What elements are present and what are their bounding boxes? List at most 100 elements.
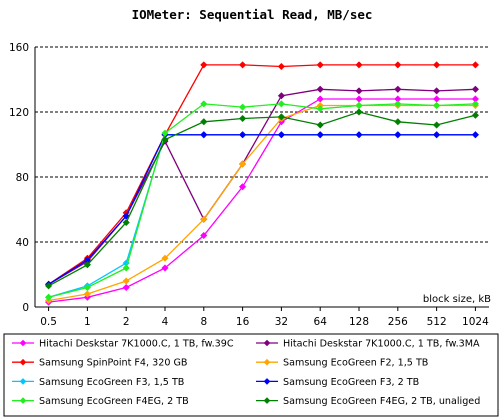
series-2 [44, 85, 480, 288]
legend-item: Samsung EcoGreen F4EG, 2 TB [12, 396, 189, 407]
data-point [277, 92, 286, 100]
legend-label: Samsung EcoGreen F2, 1,5 TB [283, 358, 428, 369]
data-point [200, 215, 208, 223]
data-point [355, 131, 363, 139]
series-3 [44, 61, 480, 288]
legend-label: Hitachi Deskstar 7K1000.C, 1 TB, fw.39C [39, 339, 234, 350]
x-tick-label: 8 [200, 316, 207, 328]
y-tick-label: 80 [16, 172, 29, 184]
series-1 [44, 95, 480, 306]
data-point [316, 131, 324, 139]
data-point [238, 61, 247, 69]
legend-label: Samsung SpinPoint F4, 320 GB [39, 358, 188, 369]
x-tick-label: 16 [236, 316, 250, 328]
data-point [200, 231, 208, 240]
data-point [238, 131, 247, 139]
data-point [316, 95, 324, 103]
series-line [48, 111, 476, 287]
data-point [394, 61, 402, 69]
data-point [471, 85, 480, 93]
legend-box [3, 333, 499, 417]
x-tick-label: 64 [314, 316, 328, 328]
data-point [316, 85, 324, 93]
x-axis-label: block size, kB [423, 294, 491, 305]
data-point [316, 121, 324, 129]
series-7 [44, 100, 480, 301]
data-point [394, 118, 402, 126]
y-axis: 0 40 80 120 160 [9, 42, 36, 314]
data-point [432, 101, 441, 110]
data-point [238, 183, 247, 191]
legend-label: Samsung EcoGreen F3, 1,5 TB [39, 377, 184, 388]
data-point [277, 131, 286, 139]
data-point [277, 62, 286, 71]
data-point [83, 261, 92, 269]
data-point [200, 61, 208, 69]
y-tick-label: 120 [9, 107, 29, 119]
chart-title: IOMeter: Sequential Read, MB/sec [132, 7, 373, 22]
x-tick-label: 1 [84, 316, 91, 328]
series-line [48, 103, 476, 298]
legend-label: Samsung EcoGreen F4EG, 2 TB [39, 396, 189, 407]
data-point [44, 282, 53, 290]
data-point [122, 283, 130, 292]
data-point [238, 160, 247, 168]
legend-swatch-marker [263, 397, 271, 404]
series-layer [44, 61, 480, 306]
x-tick-label: 256 [388, 316, 408, 328]
data-point [316, 61, 324, 69]
data-point [355, 101, 363, 110]
data-point [394, 100, 402, 108]
x-tick-label: 0.5 [40, 316, 57, 328]
data-point [471, 61, 480, 69]
legend-item: Samsung EcoGreen F3, 1,5 TB [12, 377, 184, 388]
legend-swatch-marker [19, 339, 27, 347]
legend-label: Samsung EcoGreen F4EG, 2 TB, unaliged [283, 396, 480, 407]
y-tick-label: 160 [9, 42, 29, 54]
legend-item: Samsung EcoGreen F4EG, 2 TB, unaliged [256, 396, 480, 407]
grid [35, 46, 489, 243]
data-point [355, 87, 363, 95]
legend-swatch-marker [263, 378, 271, 385]
data-point [277, 113, 286, 121]
series-5 [44, 131, 480, 301]
data-point [432, 87, 441, 95]
legend-label: Hitachi Deskstar 7K1000.C, 1 TB, fw.3MA [283, 339, 480, 350]
data-point [161, 264, 169, 272]
data-point [355, 95, 363, 103]
data-point [44, 293, 53, 301]
series-line [48, 88, 476, 285]
legend-item: Samsung EcoGreen F2, 1,5 TB [256, 358, 428, 369]
data-point [277, 100, 286, 108]
x-tick-label: 1024 [462, 316, 489, 328]
data-point [238, 114, 247, 123]
series-line [48, 134, 476, 285]
data-point [122, 277, 130, 285]
data-point [394, 85, 402, 93]
data-point [122, 218, 130, 227]
data-point [161, 254, 169, 262]
legend-label: Samsung EcoGreen F3, 2 TB [283, 377, 419, 388]
x-tick-label: 4 [162, 316, 169, 328]
series-4 [44, 101, 480, 305]
data-point [432, 61, 441, 69]
data-point [316, 105, 324, 113]
legend-swatch-marker [19, 378, 27, 385]
data-point [432, 121, 441, 129]
data-point [394, 131, 402, 139]
legend-item: Samsung SpinPoint F4, 320 GB [12, 358, 188, 369]
series-line [48, 134, 476, 298]
data-point [238, 103, 247, 111]
data-point [471, 111, 480, 119]
data-point [83, 290, 92, 298]
legend-swatch-marker [263, 358, 271, 366]
y-tick-label: 0 [22, 302, 29, 314]
data-point [471, 100, 480, 108]
legend-swatch-marker [263, 339, 271, 347]
legend-item: Hitachi Deskstar 7K1000.C, 1 TB, fw.3MA [256, 339, 480, 350]
series-8 [44, 108, 480, 290]
legend-item: Samsung EcoGreen F3, 2 TB [256, 377, 419, 388]
data-point [200, 100, 208, 108]
legend-item: Hitachi Deskstar 7K1000.C, 1 TB, fw.39C [12, 339, 234, 350]
